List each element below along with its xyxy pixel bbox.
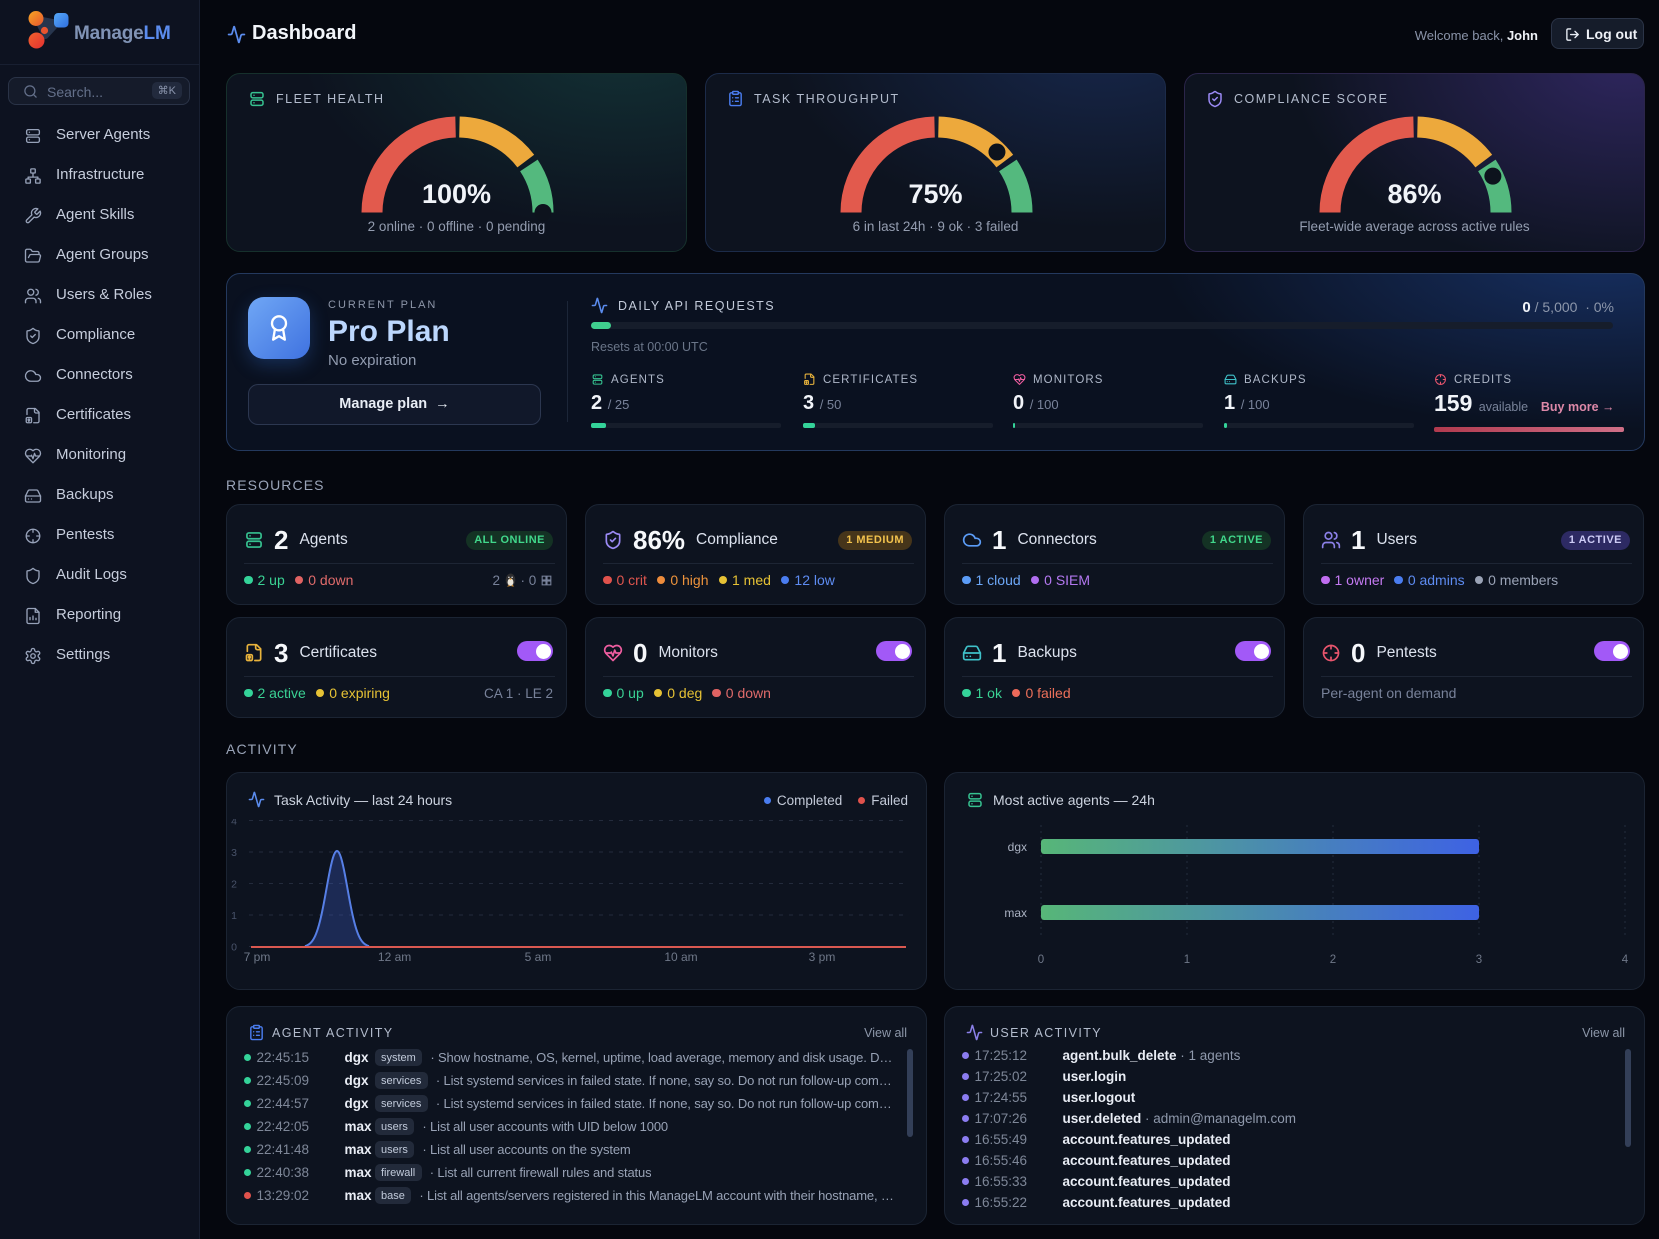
svg-text:0: 0 [231,942,237,954]
svg-text:dgx: dgx [1008,840,1027,854]
svg-text:1: 1 [1184,954,1190,966]
svg-text:7 pm: 7 pm [244,950,271,964]
svg-text:2: 2 [1330,954,1336,966]
svg-text:4: 4 [1622,954,1629,966]
svg-text:1: 1 [231,910,237,922]
svg-text:12 am: 12 am [378,950,411,964]
svg-text:10 am: 10 am [664,950,697,964]
svg-text:3: 3 [231,847,237,859]
svg-text:5 am: 5 am [525,950,552,964]
svg-text:4: 4 [231,819,237,828]
svg-text:max: max [1004,906,1027,920]
svg-text:3 pm: 3 pm [809,950,836,964]
svg-text:2: 2 [231,879,237,891]
svg-text:3: 3 [1476,954,1482,966]
svg-text:0: 0 [1038,954,1044,966]
